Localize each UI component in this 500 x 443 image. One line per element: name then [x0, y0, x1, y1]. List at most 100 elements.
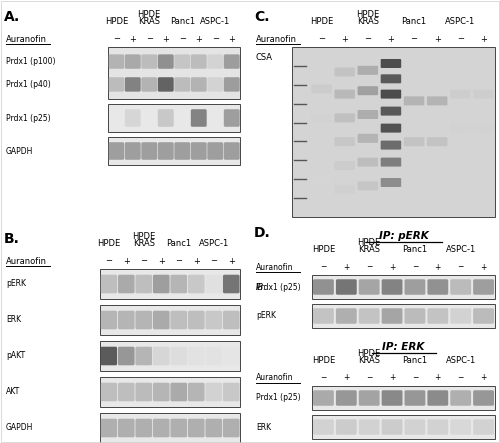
FancyBboxPatch shape [174, 54, 190, 69]
FancyBboxPatch shape [100, 383, 117, 401]
FancyBboxPatch shape [191, 109, 206, 127]
FancyBboxPatch shape [359, 308, 380, 324]
FancyBboxPatch shape [450, 308, 471, 324]
Text: ASPC-1: ASPC-1 [200, 17, 230, 26]
Text: ERK: ERK [6, 315, 21, 325]
FancyBboxPatch shape [170, 383, 187, 401]
Text: HPDE: HPDE [97, 239, 120, 248]
FancyBboxPatch shape [188, 419, 204, 437]
Text: −: − [176, 256, 182, 265]
Text: HPDE: HPDE [358, 349, 381, 358]
FancyBboxPatch shape [208, 77, 223, 92]
Text: −: − [366, 263, 372, 272]
Text: KRAS: KRAS [138, 17, 160, 26]
Text: Prdx1 (p40): Prdx1 (p40) [6, 80, 51, 89]
Bar [312, 304, 495, 328]
FancyBboxPatch shape [188, 275, 204, 293]
FancyBboxPatch shape [382, 308, 402, 324]
FancyBboxPatch shape [158, 142, 174, 160]
FancyBboxPatch shape [473, 158, 494, 167]
FancyBboxPatch shape [334, 113, 355, 122]
FancyBboxPatch shape [336, 308, 356, 324]
Text: Panc1: Panc1 [402, 245, 427, 254]
FancyBboxPatch shape [313, 419, 334, 435]
Text: +: + [196, 35, 202, 43]
FancyBboxPatch shape [223, 347, 240, 365]
Bar [108, 137, 240, 165]
FancyBboxPatch shape [336, 279, 356, 295]
FancyBboxPatch shape [382, 279, 402, 295]
FancyBboxPatch shape [336, 390, 356, 406]
FancyBboxPatch shape [334, 137, 355, 146]
FancyBboxPatch shape [428, 390, 448, 406]
FancyBboxPatch shape [118, 347, 134, 365]
Text: HPDE: HPDE [312, 356, 335, 365]
FancyBboxPatch shape [404, 137, 424, 146]
FancyBboxPatch shape [191, 142, 206, 160]
FancyBboxPatch shape [100, 275, 117, 293]
FancyBboxPatch shape [136, 419, 152, 437]
Text: −: − [366, 373, 372, 382]
FancyBboxPatch shape [312, 175, 332, 183]
FancyBboxPatch shape [380, 59, 401, 68]
Text: Panc1: Panc1 [170, 17, 195, 26]
Text: ASPC-1: ASPC-1 [446, 245, 476, 254]
Text: CSA: CSA [256, 53, 273, 62]
FancyBboxPatch shape [380, 140, 401, 150]
FancyBboxPatch shape [380, 107, 401, 116]
Text: −: − [105, 256, 112, 265]
Text: −: − [146, 35, 153, 43]
Text: IB:: IB: [256, 283, 267, 291]
Text: ASPC-1: ASPC-1 [445, 17, 476, 26]
Text: +: + [130, 35, 136, 43]
FancyBboxPatch shape [223, 383, 240, 401]
FancyBboxPatch shape [188, 383, 204, 401]
Text: −: − [458, 373, 464, 382]
Text: Panc1: Panc1 [166, 239, 192, 248]
FancyBboxPatch shape [313, 390, 334, 406]
Text: +: + [228, 256, 234, 265]
Bar [108, 104, 240, 132]
Text: −: − [210, 256, 217, 265]
Text: +: + [388, 35, 394, 43]
FancyBboxPatch shape [125, 77, 140, 92]
Text: ASPC-1: ASPC-1 [446, 356, 476, 365]
FancyBboxPatch shape [358, 134, 378, 143]
Text: HPDE: HPDE [138, 10, 161, 19]
FancyBboxPatch shape [206, 311, 222, 329]
FancyBboxPatch shape [380, 158, 401, 167]
FancyBboxPatch shape [473, 89, 494, 99]
Text: A.: A. [4, 10, 20, 24]
FancyBboxPatch shape [158, 77, 174, 92]
Text: +: + [389, 263, 395, 272]
FancyBboxPatch shape [118, 275, 134, 293]
Text: B.: B. [4, 232, 20, 246]
FancyBboxPatch shape [142, 77, 157, 92]
Text: HPDE: HPDE [104, 17, 128, 26]
FancyBboxPatch shape [136, 275, 152, 293]
FancyBboxPatch shape [108, 54, 124, 69]
Bar [312, 386, 495, 410]
Text: HPDE: HPDE [132, 232, 156, 241]
FancyBboxPatch shape [380, 124, 401, 132]
FancyBboxPatch shape [450, 124, 470, 132]
FancyBboxPatch shape [191, 77, 206, 92]
FancyBboxPatch shape [359, 390, 380, 406]
FancyBboxPatch shape [427, 97, 448, 105]
Text: KRAS: KRAS [357, 17, 379, 26]
Text: −: − [179, 35, 186, 43]
FancyBboxPatch shape [206, 419, 222, 437]
Text: +: + [434, 263, 441, 272]
FancyBboxPatch shape [473, 419, 494, 435]
FancyBboxPatch shape [125, 142, 140, 160]
Text: −: − [457, 35, 464, 43]
FancyBboxPatch shape [142, 54, 157, 69]
FancyBboxPatch shape [359, 279, 380, 295]
FancyBboxPatch shape [153, 311, 170, 329]
FancyBboxPatch shape [334, 185, 355, 194]
FancyBboxPatch shape [359, 419, 380, 435]
Bar [108, 47, 240, 99]
FancyBboxPatch shape [125, 54, 140, 69]
Text: Prdx1 (p100): Prdx1 (p100) [6, 57, 56, 66]
FancyBboxPatch shape [153, 347, 170, 365]
